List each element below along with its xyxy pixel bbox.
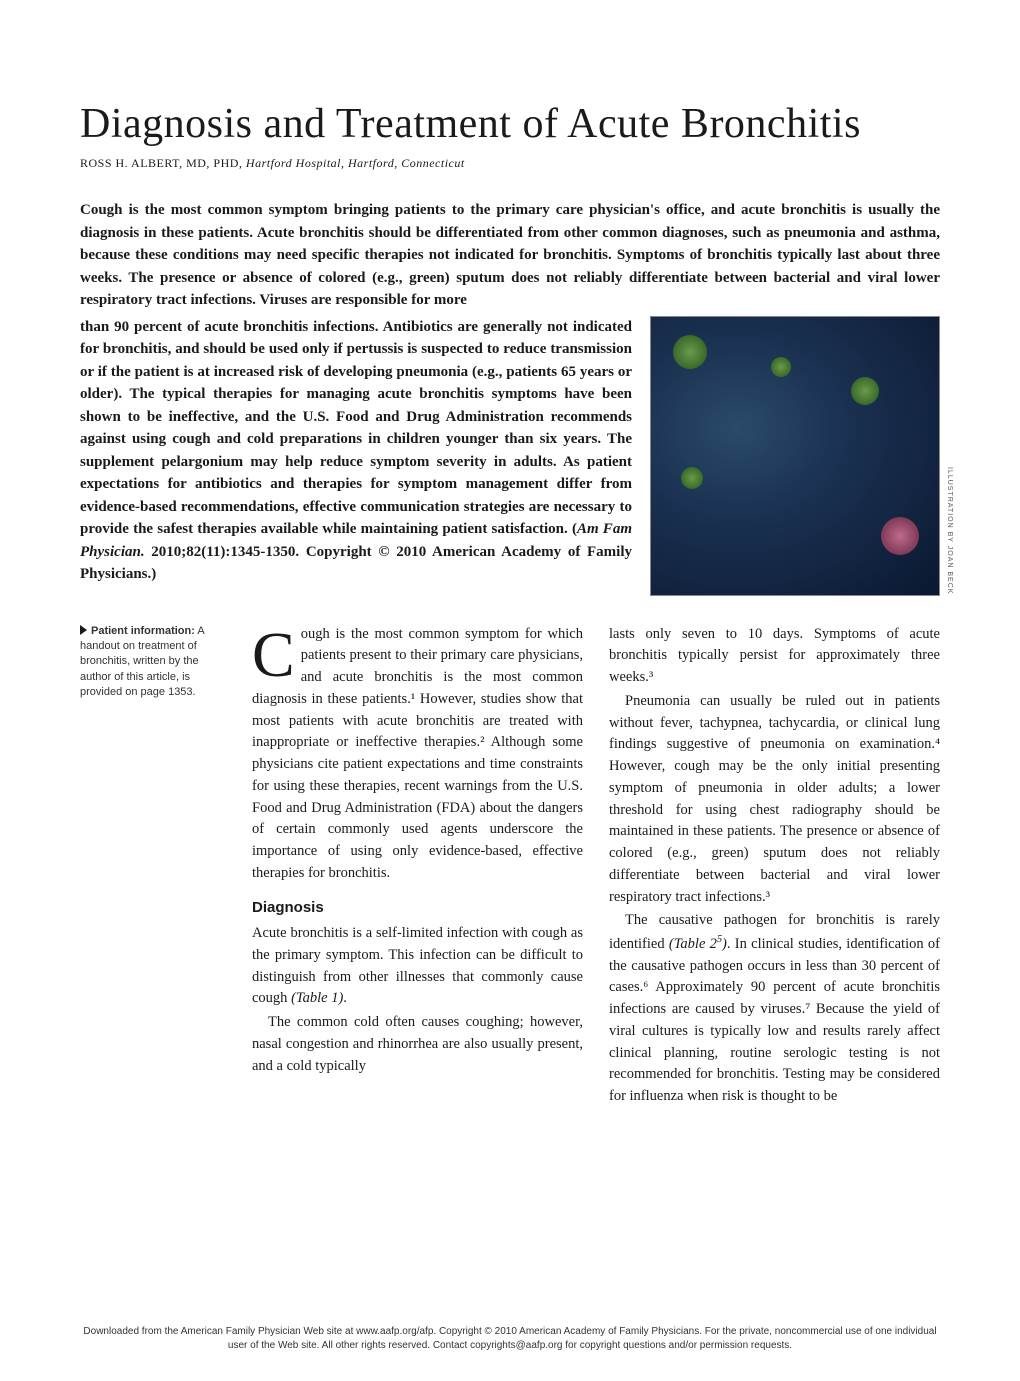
body-p5: Pneumonia can usually be ruled out in pa… <box>609 691 940 909</box>
body-p6b: . In clinical studies, identification of… <box>609 936 940 1104</box>
abstract: Cough is the most common symptom bringin… <box>80 199 940 596</box>
article-body: Cough is the most common symptom for whi… <box>252 624 940 1108</box>
article-illustration: ILLUSTRATION BY JOAN BECK <box>650 316 940 596</box>
body-p3: The common cold often causes coughing; h… <box>252 1012 583 1077</box>
section-heading-diagnosis: Diagnosis <box>252 897 583 920</box>
abstract-narrow: than 90 percent of acute bronchitis infe… <box>80 316 632 596</box>
body-p1-text: ough is the most common symptom for whic… <box>252 626 583 881</box>
body-p1: Cough is the most common symptom for whi… <box>252 624 583 885</box>
table1-ref: (Table 1) <box>291 990 343 1006</box>
body-p4: lasts only seven to 10 days. Symptoms of… <box>609 624 940 689</box>
page-footer: Downloaded from the American Family Phys… <box>80 1325 940 1353</box>
author-affiliation: Hartford Hospital, Hartford, Connecticut <box>246 156 465 170</box>
patient-info-sidebar: Patient information: A handout on treatm… <box>80 624 230 1108</box>
body-p6: The causative pathogen for bronchitis is… <box>609 910 940 1108</box>
author-line: ROSS H. ALBERT, MD, PhD, Hartford Hospit… <box>80 156 940 171</box>
dropcap: C <box>252 624 301 682</box>
abstract-narrow-text: than 90 percent of acute bronchitis infe… <box>80 319 632 538</box>
body-p2: Acute bronchitis is a self-limited infec… <box>252 923 583 1010</box>
table2-ref: (Table 25) <box>669 936 727 952</box>
illustration-credit: ILLUSTRATION BY JOAN BECK <box>946 467 953 594</box>
article-title: Diagnosis and Treatment of Acute Bronchi… <box>80 100 940 148</box>
body-p2-tail: . <box>343 990 347 1006</box>
author-name: ROSS H. ALBERT, MD, PhD, <box>80 156 242 170</box>
triangle-icon <box>80 625 87 635</box>
citation-tail: 2010;82(11):1345-1350. Copyright © 2010 … <box>80 544 632 583</box>
sidebar-heading: Patient information: <box>91 625 195 637</box>
abstract-fullwidth: Cough is the most common symptom bringin… <box>80 199 940 312</box>
